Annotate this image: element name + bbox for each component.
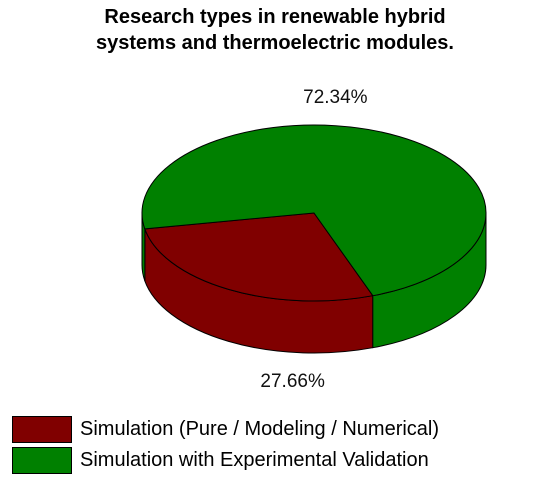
legend-label-simulation-pure: Simulation (Pure / Modeling / Numerical)	[80, 418, 440, 440]
pie-slice-0	[144, 212, 374, 302]
legend-item-simulation-pure: Simulation (Pure / Modeling / Numerical)	[12, 415, 439, 444]
legend-swatch-simulation-pure	[12, 416, 72, 443]
chart-title: Research types in renewable hybrid syste…	[0, 4, 550, 56]
legend: Simulation (Pure / Modeling / Numerical)…	[12, 415, 439, 477]
data-label-0: 27.66%	[260, 371, 325, 392]
data-label-1: 72.34%	[303, 87, 368, 108]
chart-title-line-1: Research types in renewable hybrid	[104, 6, 446, 28]
pie-slice-1	[141, 124, 487, 297]
legend-swatch-simulation-experimental	[12, 447, 72, 474]
chart-title-line-2: systems and thermoelectric modules.	[96, 32, 454, 54]
legend-item-simulation-experimental: Simulation with Experimental Validation	[12, 446, 439, 475]
legend-label-simulation-experimental: Simulation with Experimental Validation	[80, 449, 429, 471]
